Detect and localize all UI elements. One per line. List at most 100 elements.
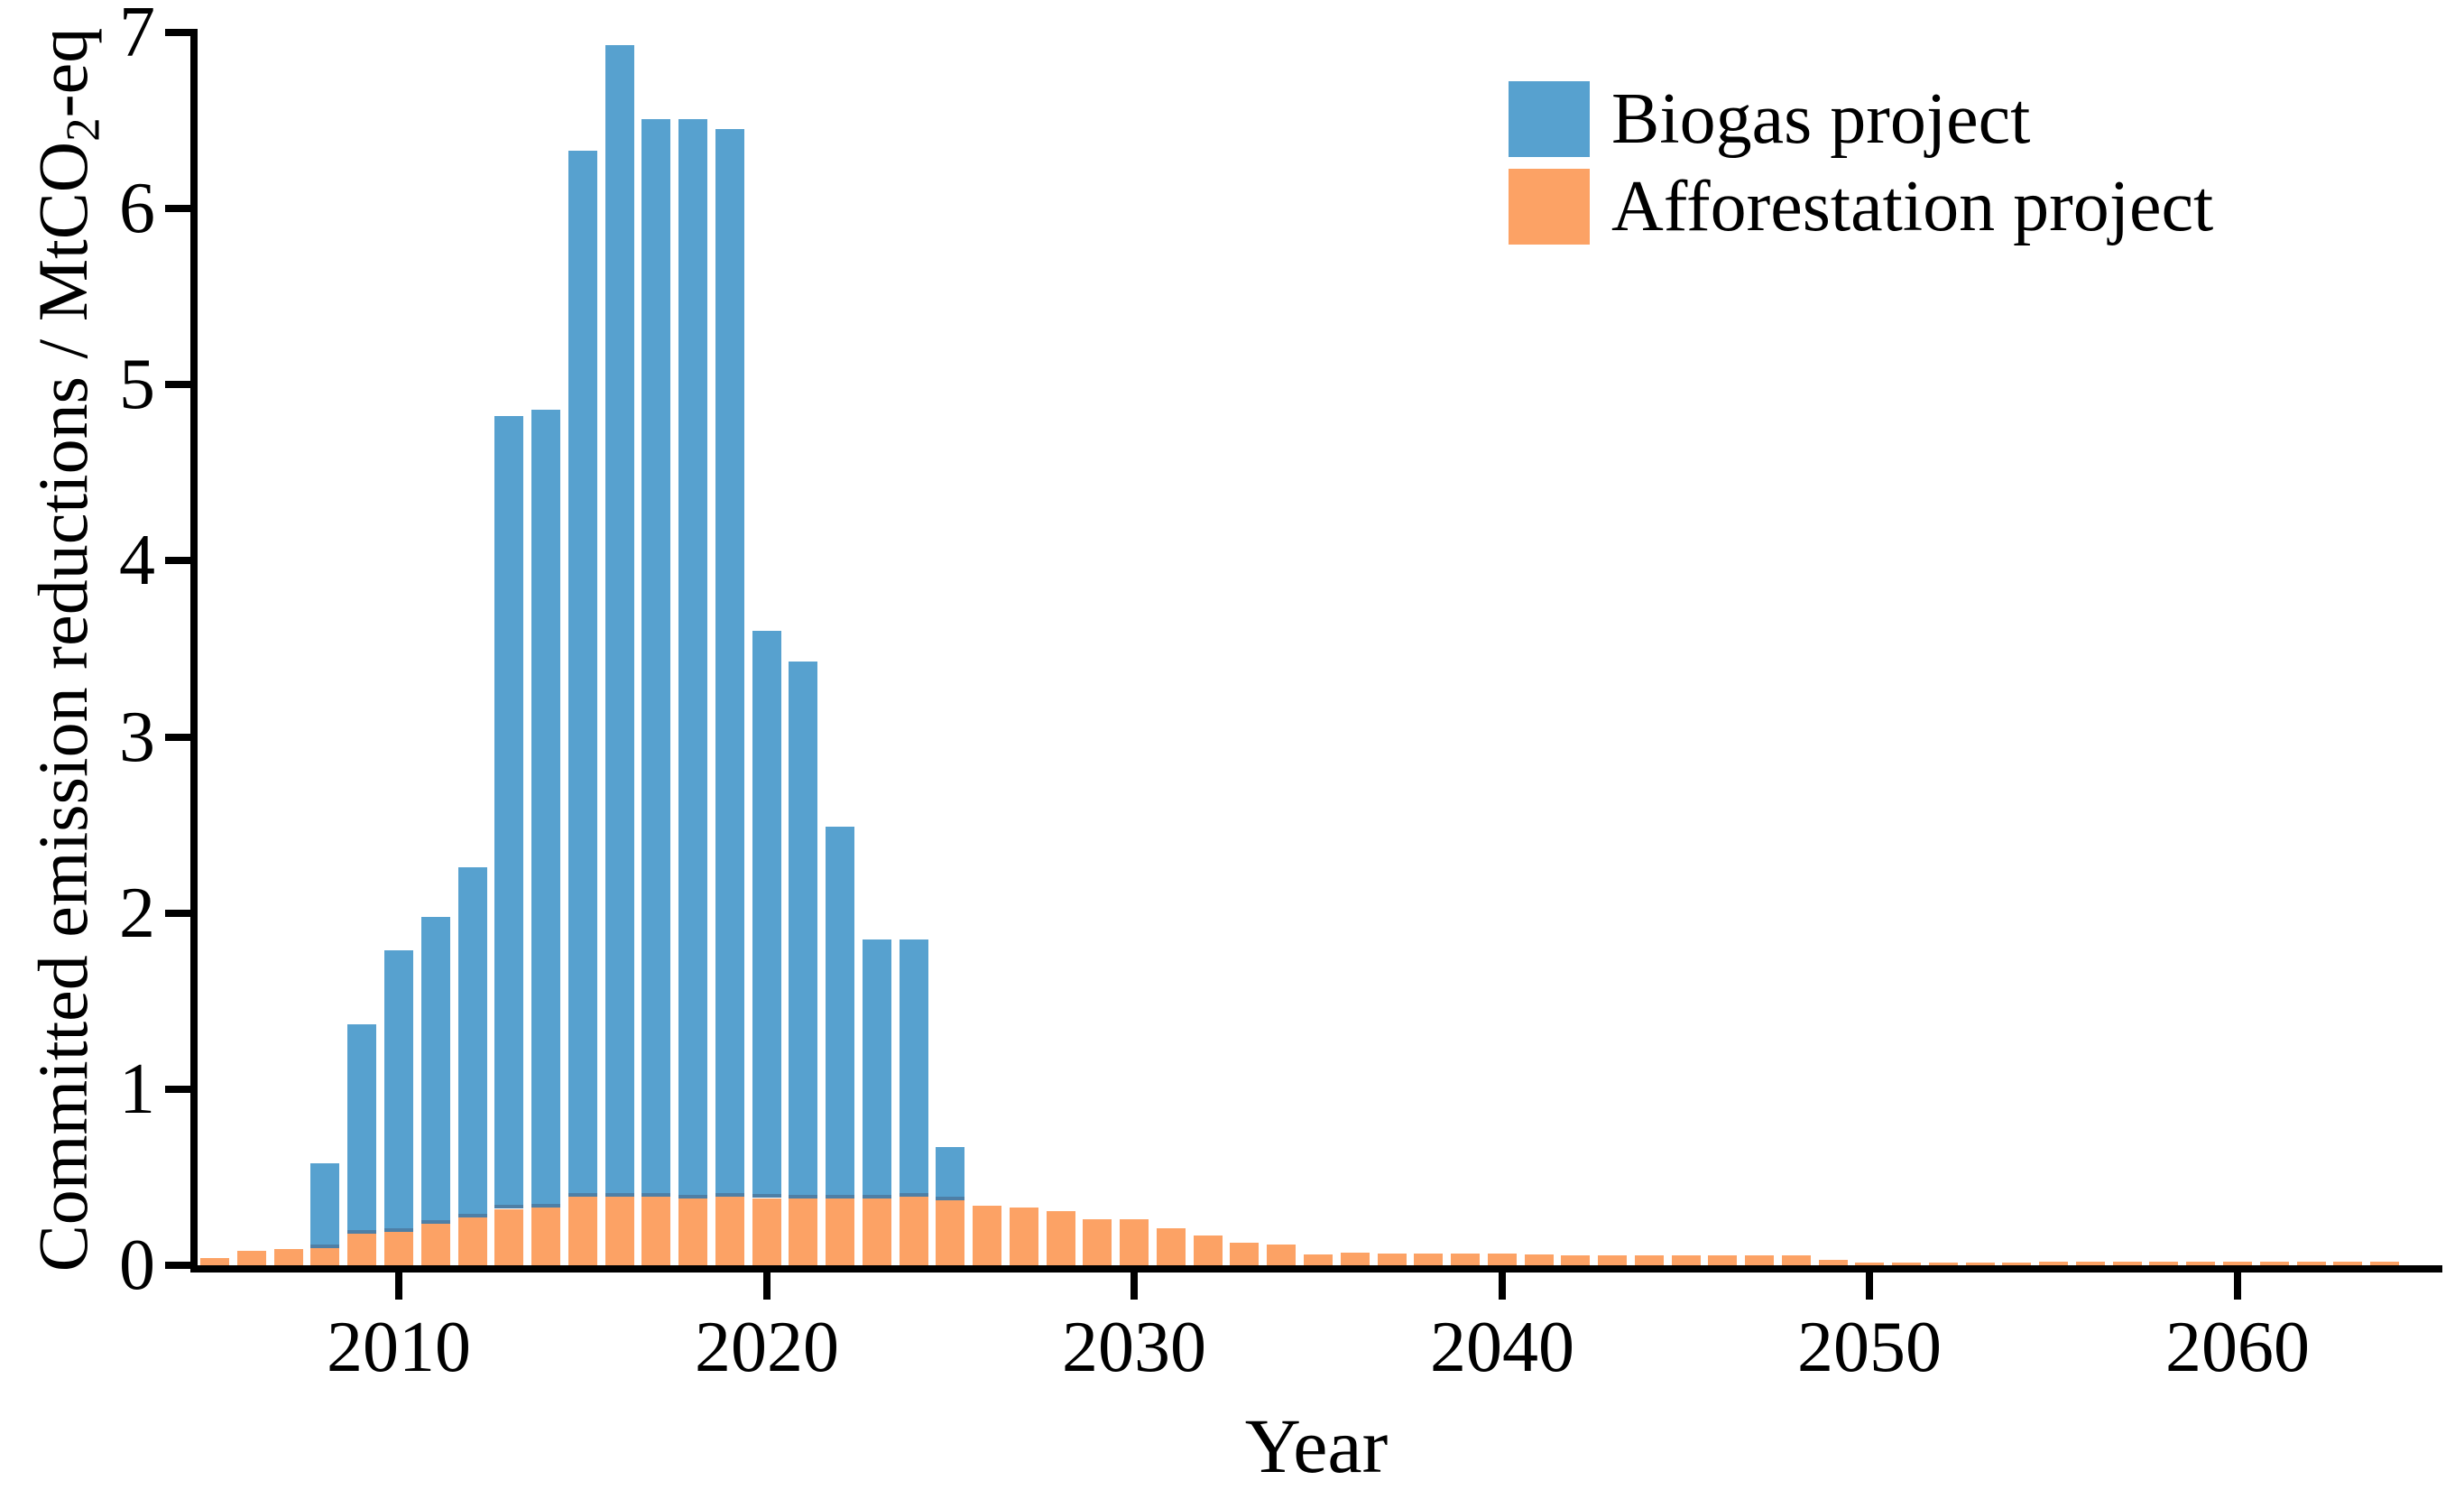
legend-label-biogas: Biogas project [1611,79,2031,159]
bar-segment-afforestation [1194,1235,1223,1265]
y-tick-label: 1 [119,1050,155,1129]
bar-segment-afforestation [678,1198,707,1265]
bar-segment-afforestation [531,1208,560,1265]
bar-segment-afforestation [1635,1255,1664,1265]
bar-segment-afforestation [2333,1262,2362,1265]
y-axis-title: Committed emission reductions / MtCO2-eq [20,18,110,1282]
bar-segment-biogas [310,1163,339,1248]
bar-segment-biogas [641,119,670,1197]
bar-segment-biogas [384,950,413,1232]
x-tick-label: 2050 [1797,1308,1942,1387]
y-tick-label: 7 [119,0,155,72]
bar-segment-afforestation [347,1234,376,1265]
bar-segment-afforestation [1341,1253,1370,1265]
bar-segment-afforestation [605,1197,634,1265]
bar-segment-afforestation [1892,1263,1921,1265]
bar-segment-biogas [789,662,817,1198]
x-axis-spine [190,1265,2442,1273]
bar-segment-afforestation [1745,1255,1774,1265]
bar-segment-biogas [458,867,487,1217]
bar-segment-afforestation [1488,1254,1517,1265]
bar-segment-afforestation [310,1247,339,1265]
y-tick-label: 3 [119,698,155,777]
bar-segment-afforestation [900,1197,928,1265]
bar-segment-afforestation [1083,1219,1112,1265]
bar-segment-afforestation [1047,1211,1075,1265]
bar-segment-afforestation [1120,1219,1149,1265]
bar-segment-afforestation [1672,1255,1701,1265]
bar-segment-afforestation [2297,1262,2326,1265]
bar-segment-afforestation [274,1249,303,1265]
bar-segment-biogas [936,1147,964,1200]
bar-segment-afforestation [1708,1255,1737,1265]
x-tick-label: 2020 [695,1308,839,1387]
x-tick [763,1273,771,1300]
bar-segment-afforestation [1561,1255,1590,1265]
bar-segment-afforestation [2076,1262,2105,1265]
bar-segment-afforestation [1414,1254,1443,1265]
x-tick [395,1273,402,1300]
bar-segment-biogas [715,129,744,1197]
bar-segment-afforestation [2149,1262,2178,1265]
bar-segment-afforestation [1782,1255,1811,1265]
bar-segment-biogas [863,939,891,1198]
legend-swatch-biogas [1509,81,1590,157]
bar-segment-afforestation [641,1197,670,1265]
bar-segment-afforestation [1378,1254,1407,1265]
x-tick [1130,1273,1138,1300]
y-tick-label: 2 [119,874,155,953]
bar-segment-afforestation [1157,1228,1186,1265]
bar-segment-afforestation [1855,1263,1884,1265]
bar-segment-afforestation [1010,1208,1038,1265]
bar-segment-afforestation [2370,1262,2399,1265]
bar-segment-afforestation [715,1197,744,1265]
bar-segment-afforestation [752,1198,781,1265]
bar-segment-afforestation [1304,1254,1333,1265]
bar-segment-afforestation [1929,1263,1958,1265]
x-tick-label: 2040 [1430,1308,1574,1387]
bar-segment-afforestation [936,1200,964,1265]
y-tick [165,557,190,564]
bar-segment-biogas [678,119,707,1198]
bar-segment-afforestation [200,1258,229,1265]
x-axis-title: Year [1244,1402,1389,1489]
y-tick [165,29,190,36]
bar-segment-afforestation [863,1198,891,1265]
y-tick-label: 4 [119,521,155,600]
x-tick-label: 2060 [2165,1308,2310,1387]
bar-segment-afforestation [458,1217,487,1265]
y-tick [165,910,190,917]
legend-swatch-afforestation [1509,169,1590,245]
bar-segment-biogas [421,917,450,1224]
bar-segment-afforestation [2186,1262,2215,1265]
y-axis-spine [190,29,198,1273]
bar-segment-afforestation [1525,1254,1554,1265]
y-axis-title-suffix: -eq [23,27,102,118]
bar-segment-afforestation [421,1223,450,1265]
bar-segment-biogas [494,416,523,1208]
bar-segment-biogas [531,410,560,1208]
bar-segment-afforestation [2113,1262,2142,1265]
bar-segment-afforestation [1966,1263,1995,1265]
bar-segment-afforestation [1598,1255,1627,1265]
bar-segment-afforestation [789,1198,817,1265]
bar-segment-afforestation [2260,1262,2289,1265]
x-tick-label: 2030 [1062,1308,1206,1387]
bar-segment-afforestation [494,1209,523,1265]
bar-segment-afforestation [826,1198,854,1265]
x-tick-label: 2010 [327,1308,471,1387]
bar-segment-afforestation [237,1251,266,1265]
bar-segment-afforestation [1267,1245,1296,1265]
y-axis-title-subscript: 2 [57,117,110,142]
bar-segment-afforestation [2223,1262,2252,1265]
y-tick [165,381,190,388]
y-tick [165,1086,190,1093]
bar-segment-biogas [752,631,781,1198]
y-tick-label: 0 [119,1226,155,1305]
bar-segment-afforestation [384,1232,413,1265]
y-tick-label: 6 [119,169,155,248]
bar-segment-afforestation [1819,1260,1848,1265]
x-tick [1866,1273,1873,1300]
bar-segment-afforestation [973,1206,1001,1265]
